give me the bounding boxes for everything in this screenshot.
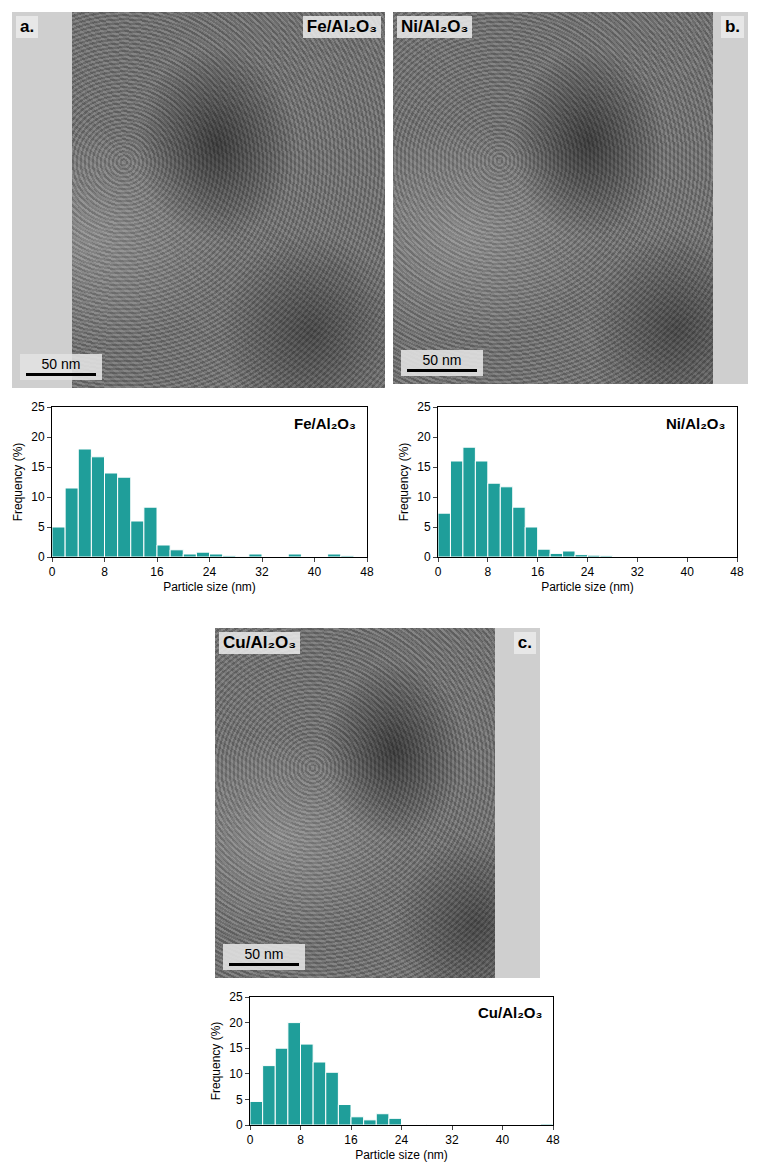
html-text:c.: c. <box>517 633 532 652</box>
svg-text:Ni/Al₂O₃: Ni/Al₂O₃ <box>666 415 726 432</box>
svg-text:0: 0 <box>49 565 56 579</box>
svg-text:Fe/Al₂O₃: Fe/Al₂O₃ <box>294 415 356 432</box>
svg-text:15: 15 <box>31 460 45 474</box>
svg-text:Particle size (nm): Particle size (nm) <box>541 580 634 594</box>
svg-text:25: 25 <box>229 990 243 1004</box>
svg-text:25: 25 <box>31 400 45 414</box>
html-text:50 nm: 50 nm <box>244 946 284 962</box>
svg-text:16: 16 <box>344 1133 358 1147</box>
svg-text:10: 10 <box>31 490 45 504</box>
svg-text:20: 20 <box>229 1016 243 1030</box>
svg-text:0: 0 <box>38 550 45 564</box>
svg-text:24: 24 <box>203 565 217 579</box>
svg-text:8: 8 <box>484 565 491 579</box>
svg-text:0: 0 <box>435 565 442 579</box>
svg-text:15: 15 <box>229 1041 243 1055</box>
svg-text:32: 32 <box>255 565 269 579</box>
svg-text:5: 5 <box>424 520 431 534</box>
svg-text:32: 32 <box>445 1133 459 1147</box>
svg-text:25: 25 <box>417 400 431 414</box>
svg-text:Frequency (%): Frequency (%) <box>11 443 25 522</box>
svg-text:Frequency (%): Frequency (%) <box>209 1022 223 1101</box>
svg-text:10: 10 <box>417 490 431 504</box>
html-text:Fe/Al₂O₃: Fe/Al₂O₃ <box>306 17 377 36</box>
html-text:Ni/Al₂O₃: Ni/Al₂O₃ <box>401 17 469 36</box>
svg-text:20: 20 <box>31 430 45 444</box>
svg-text:5: 5 <box>236 1093 243 1107</box>
svg-text:24: 24 <box>581 565 595 579</box>
svg-text:16: 16 <box>531 565 545 579</box>
svg-text:40: 40 <box>680 565 694 579</box>
svg-text:Frequency (%): Frequency (%) <box>397 443 411 522</box>
svg-text:0: 0 <box>247 1133 254 1147</box>
svg-text:48: 48 <box>546 1133 560 1147</box>
svg-text:48: 48 <box>730 565 744 579</box>
svg-text:40: 40 <box>308 565 322 579</box>
svg-text:15: 15 <box>417 460 431 474</box>
html-text:50 nm: 50 nm <box>422 352 462 368</box>
svg-text:0: 0 <box>236 1118 243 1132</box>
html-text:a.: a. <box>20 17 35 36</box>
html-text:50 nm: 50 nm <box>41 356 81 372</box>
svg-text:20: 20 <box>417 430 431 444</box>
svg-text:48: 48 <box>360 565 374 579</box>
svg-text:10: 10 <box>229 1067 243 1081</box>
svg-text:24: 24 <box>395 1133 409 1147</box>
html-text:Cu/Al₂O₃: Cu/Al₂O₃ <box>223 633 296 652</box>
svg-text:16: 16 <box>150 565 164 579</box>
svg-text:40: 40 <box>496 1133 510 1147</box>
svg-text:Particle size (nm): Particle size (nm) <box>163 580 256 594</box>
svg-text:8: 8 <box>101 565 108 579</box>
svg-text:8: 8 <box>297 1133 304 1147</box>
svg-text:5: 5 <box>38 520 45 534</box>
svg-text:0: 0 <box>424 550 431 564</box>
svg-text:Cu/Al₂O₃: Cu/Al₂O₃ <box>478 1004 542 1021</box>
svg-text:Particle size (nm): Particle size (nm) <box>355 1148 448 1162</box>
html-text:b.: b. <box>724 17 740 36</box>
svg-text:32: 32 <box>631 565 645 579</box>
